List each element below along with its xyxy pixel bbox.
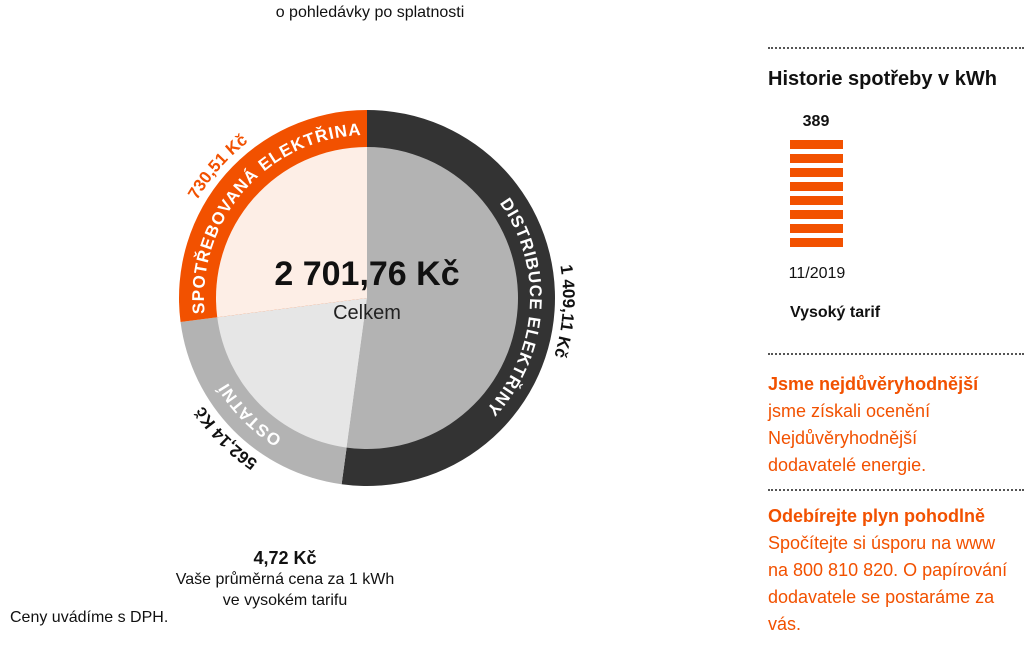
promo-gas: Odebírejte plyn pohodlně Spočítejte si ú… [768,491,1024,648]
total-value: 2 701,76 Kč [274,255,459,293]
avg-price-label-2: ve vysokém tarifu [222,592,348,609]
promo1-line1: jsme získali ocenění Nejdůvěryhodnější [768,401,931,448]
bar-value-label: 389 [802,113,830,130]
avg-price-label-1: Vaše průměrná cena za 1 kWh [175,571,395,588]
donut-inner-slice [346,147,518,450]
promo2-line3: dodavatele se postaráme za vás. [768,587,995,634]
bar-stripe [790,238,843,247]
divider [768,353,1024,355]
bar-stripe [790,182,843,191]
promo2-line2: na 800 810 820. O papírování [768,560,1008,580]
donut-inner-slice [217,298,367,448]
donut-inner-slice [216,147,367,318]
promo2-title: Odebírejte plyn pohodlně [768,506,986,526]
promo2-line1: Spočítejte si úsporu na www [768,533,996,553]
bar-stripe [790,196,843,205]
overdue-note: o pohledávky po splatnosti [275,4,465,21]
tariff-label: Vysoký tarif [790,304,881,321]
vat-note: Ceny uvádíme s DPH. [10,609,169,626]
bar-stripe [790,154,843,163]
promo1-title: Jsme nejdůvěryhodnější [768,374,979,394]
promo-trusted: Jsme nejdůvěryhodnější jsme získali ocen… [768,355,1024,489]
bar-stripe [790,168,843,177]
promo1-line2: dodavatelé energie. [768,455,927,475]
bar-category-label: 11/2019 [788,265,846,282]
bar-stripe [790,210,843,219]
avg-price-value: 4,72 Kč [253,548,317,568]
total-label: Celkem [333,302,401,324]
bar-stripe [790,140,843,149]
divider [768,489,1024,491]
bar-stripe [790,224,843,233]
slice-value-label: 1 409,11 Kč [550,263,578,360]
divider [768,47,1024,49]
history-title: Historie spotřeby v kWh [768,68,997,90]
